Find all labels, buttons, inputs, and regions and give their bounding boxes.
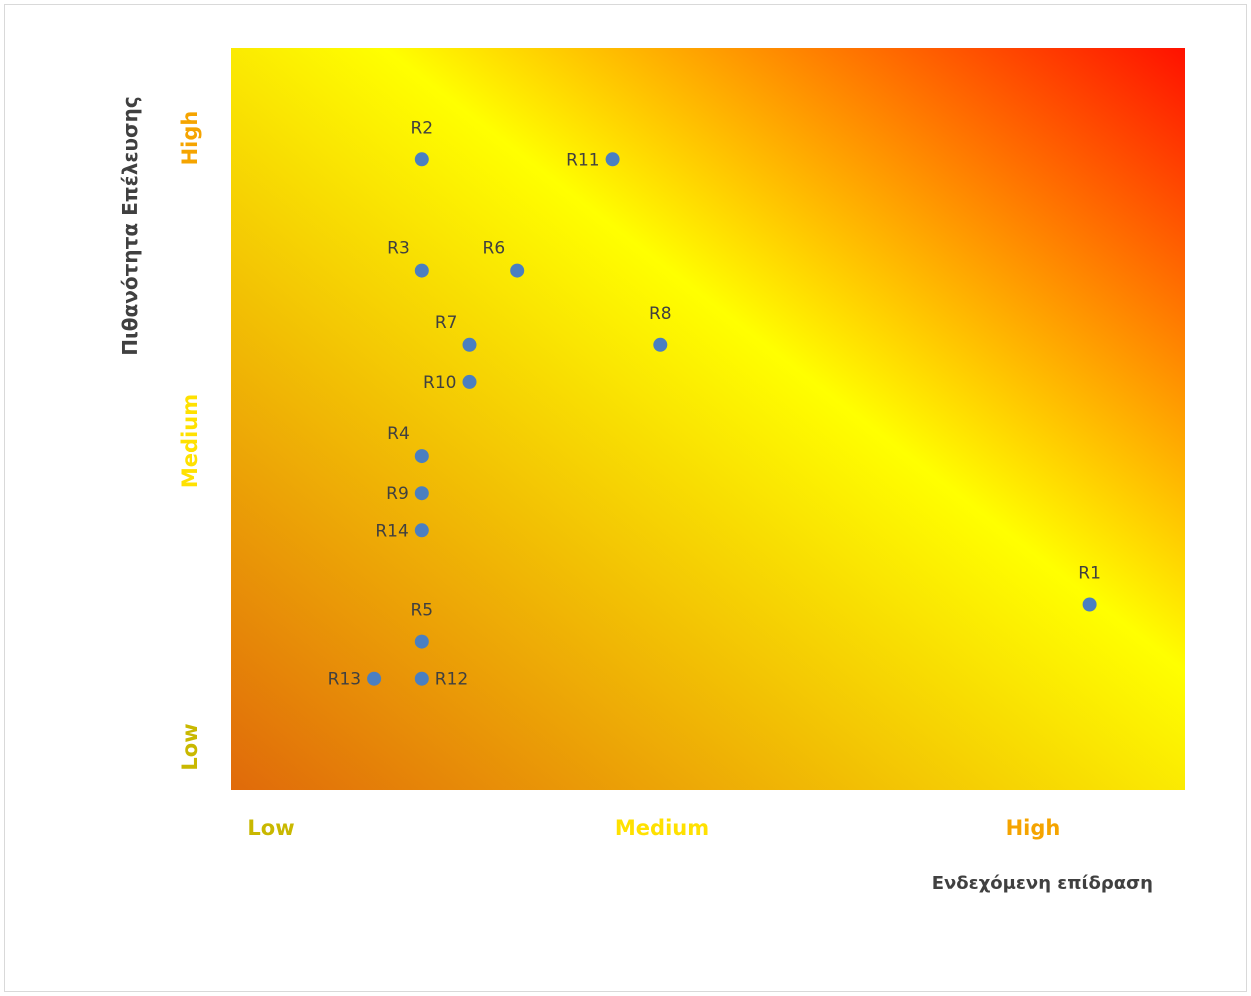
x-category-label: Low [247, 816, 294, 840]
data-point-r4 [414, 449, 429, 464]
data-label-r10: R10 [423, 373, 456, 393]
x-category-label: High [1006, 816, 1061, 840]
data-point-r12 [414, 671, 429, 686]
y-category-label: Medium [178, 394, 202, 488]
x-axis-title: Ενδεχόμενη επίδραση [932, 873, 1153, 894]
risk-matrix-chart: Low Medium High Low Medium High R1 R2 R3 R4 R5 R6… [118, 48, 1185, 894]
y-category-label: High [178, 111, 202, 166]
data-point-r1 [1082, 597, 1097, 612]
data-point-r13 [367, 671, 382, 686]
data-point-r14 [414, 523, 429, 538]
data-point-r8 [653, 337, 668, 352]
data-label-r6: R6 [483, 239, 506, 259]
chart-frame: Low Medium High Low Medium High R1 R2 R3 R4 R5 R6… [4, 4, 1247, 992]
plot-area [231, 48, 1185, 790]
data-label-r11: R11 [566, 150, 599, 170]
data-point-r6 [510, 263, 525, 278]
data-point-r9 [414, 486, 429, 501]
data-label-r5: R5 [410, 601, 433, 621]
data-label-r9: R9 [386, 484, 409, 504]
data-label-r7: R7 [435, 313, 458, 333]
x-category-label: Medium [615, 816, 709, 840]
data-label-r13: R13 [328, 670, 361, 690]
y-axis-categories: Low Medium High [178, 111, 202, 771]
data-point-r11 [605, 152, 620, 167]
data-label-r4: R4 [387, 424, 410, 444]
data-label-r2: R2 [410, 118, 433, 138]
data-points: R1 R2 R3 R4 R5 R6 R7 R8 R9 R10 R11 R12 R13 R14 [328, 118, 1101, 689]
y-axis-title: Πιθανότητα Επέλευσης [118, 96, 142, 355]
data-point-r3 [414, 263, 429, 278]
y-category-label: Low [178, 723, 202, 770]
data-point-r2 [414, 152, 429, 167]
data-label-r8: R8 [649, 304, 672, 324]
data-point-r7 [462, 337, 477, 352]
data-label-r3: R3 [387, 239, 410, 259]
data-label-r1: R1 [1078, 564, 1101, 584]
data-point-r10 [462, 374, 477, 389]
data-label-r14: R14 [375, 521, 408, 541]
x-axis-categories: Low Medium High [247, 816, 1060, 840]
data-point-r5 [414, 634, 429, 649]
data-label-r12: R12 [435, 670, 468, 690]
